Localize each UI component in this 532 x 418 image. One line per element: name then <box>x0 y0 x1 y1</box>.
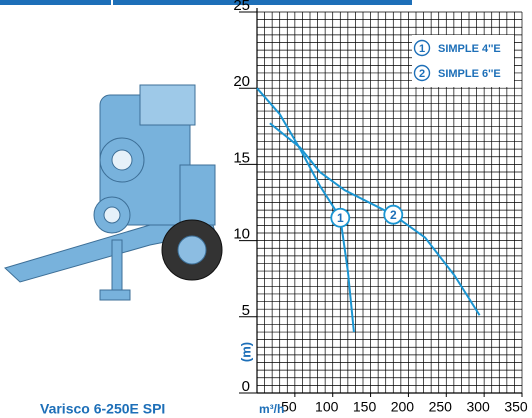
x-tick-label: 350 <box>504 399 528 415</box>
curve-label: 1 <box>337 211 344 225</box>
y-tick-label: 15 <box>233 149 250 166</box>
x-tick-label: 250 <box>429 399 453 415</box>
y-tick-label: 5 <box>242 302 250 319</box>
x-tick-label: 150 <box>353 399 377 415</box>
curve <box>256 87 355 333</box>
top-bar <box>0 0 412 5</box>
x-tick-label: 100 <box>315 399 339 415</box>
legend-marker <box>413 64 431 82</box>
legend-label: SIMPLE 6''E <box>438 68 501 80</box>
y-tick-label: 20 <box>233 73 250 90</box>
legend-marker-label: 2 <box>419 68 425 80</box>
y-axis-label: (m) <box>238 342 253 362</box>
x-axis-label: m³/h <box>259 402 284 416</box>
x-tick-label: 200 <box>391 399 415 415</box>
curve <box>269 122 481 316</box>
legend-marker-label: 1 <box>419 43 425 55</box>
y-tick-label: 25 <box>233 0 250 14</box>
x-tick-label: 300 <box>466 399 490 415</box>
y-tick-label: 10 <box>233 226 250 243</box>
x-tick-label: 50 <box>281 399 297 415</box>
pump-illustration <box>4 84 223 301</box>
caption: Varisco 6-250E SPI <box>40 401 165 417</box>
curve-label-circle <box>383 204 404 225</box>
curve-label: 2 <box>390 208 397 222</box>
axes: 0 5 10 15 20 25 50 100 150 200 250 300 350 <box>233 0 528 415</box>
legend-label: SIMPLE 4''E <box>438 43 501 55</box>
legend-marker <box>413 39 431 57</box>
curve-label-circle <box>330 207 351 228</box>
legend-box <box>412 35 514 87</box>
y-tick-label: 0 <box>242 378 250 395</box>
